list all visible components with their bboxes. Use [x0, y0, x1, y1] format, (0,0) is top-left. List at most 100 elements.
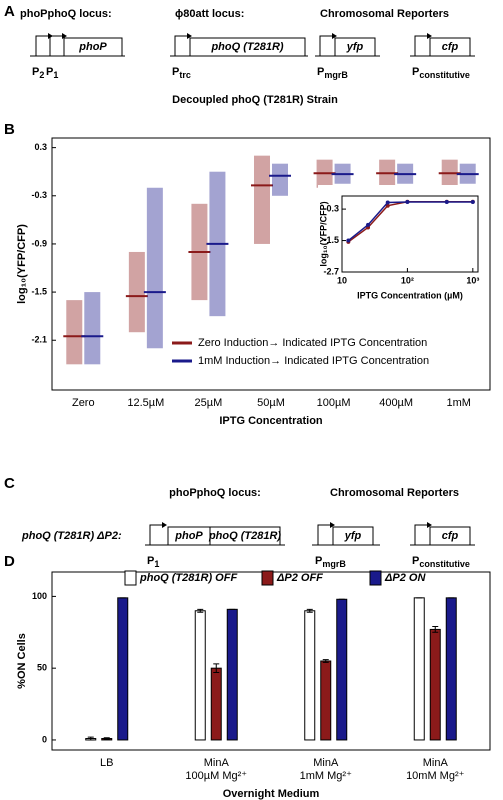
- promoter-sub: constitutive: [419, 70, 470, 80]
- promoter-arrow: [174, 35, 187, 56]
- gene-label: phoP: [174, 530, 203, 542]
- y-tick-label: 100: [32, 591, 47, 601]
- error-bar: [213, 663, 220, 673]
- y-tick-label: -2.1: [31, 335, 47, 345]
- legend-label: ΔP2 OFF: [276, 572, 323, 584]
- arrow-head: [162, 522, 167, 528]
- promoter-base: P: [46, 66, 53, 78]
- locus-label: phoPphoQ locus:: [20, 8, 112, 20]
- gene-label: cfp: [442, 530, 459, 542]
- promoter-label: Pconstitutive: [412, 66, 470, 80]
- gene-label: cfp: [442, 41, 459, 53]
- x-tick-label: Zero: [72, 397, 95, 409]
- promoter-sub: 1: [53, 70, 58, 80]
- point: [346, 238, 351, 243]
- arrow-head: [427, 522, 432, 528]
- promoter-sub: mgrB: [324, 70, 348, 80]
- gene-label: phoQ (T281R): [210, 41, 283, 53]
- point: [366, 222, 371, 227]
- promoter-label: P2: [32, 66, 44, 80]
- promoter-sub: 1: [154, 559, 159, 569]
- x-tick-label: 100µM: [317, 397, 351, 409]
- legend-label: phoQ (T281R) OFF: [139, 572, 237, 584]
- x-tick-label: MinA: [204, 757, 230, 769]
- arrow-head: [62, 33, 67, 39]
- bar: [320, 660, 332, 741]
- promoter-label: Pconstitutive: [412, 555, 470, 569]
- spread: [84, 292, 101, 365]
- panel-label: C: [4, 475, 15, 492]
- bar: [117, 597, 129, 741]
- bar: [226, 608, 238, 741]
- x-tick-label: 10mM Mg²⁺: [406, 770, 465, 782]
- gene-box: [334, 37, 376, 57]
- x-tick-label: 100µM Mg²⁺: [185, 770, 247, 782]
- gene-box: [63, 37, 123, 57]
- strain-label: phoQ (T281R) ΔP2:: [21, 530, 122, 542]
- error-bar: [103, 737, 110, 740]
- promoter-base: P: [315, 555, 322, 567]
- x-axis-title: Overnight Medium: [223, 788, 320, 800]
- promoter-base: P: [412, 66, 419, 78]
- error-bar: [322, 659, 329, 663]
- spread: [272, 163, 288, 196]
- gene-box: [209, 526, 281, 546]
- x-tick-label: 10: [337, 275, 347, 285]
- bar: [304, 610, 316, 741]
- promoter-sub: trc: [179, 70, 191, 80]
- bar: [210, 667, 222, 741]
- promoter-base: P: [147, 555, 154, 567]
- promoter-label: P1: [46, 66, 58, 80]
- x-tick-label: 400µM: [379, 397, 413, 409]
- inset-background: [318, 185, 488, 307]
- x-tick-label: LB: [100, 757, 113, 769]
- x-tick-label: 50µM: [257, 397, 285, 409]
- promoter-base: P: [32, 66, 39, 78]
- bar: [336, 598, 348, 741]
- bar: [429, 628, 441, 741]
- y-tick-label: 0: [42, 734, 47, 744]
- x-tick-label: 10³: [466, 275, 479, 285]
- line: [347, 201, 473, 242]
- x-tick-label: 25µM: [195, 397, 223, 409]
- point: [405, 200, 410, 205]
- point: [444, 200, 449, 205]
- y-tick-label: -1.5: [323, 235, 339, 245]
- promoter-base: P: [412, 555, 419, 567]
- y-tick-label: -0.3: [323, 203, 339, 213]
- panel-label: B: [4, 121, 15, 138]
- error-bar: [432, 626, 439, 633]
- promoter-base: P: [317, 66, 324, 78]
- legend-label: 1mM Induction→ Indicated IPTG Concentrat…: [198, 355, 429, 367]
- promoter-arrow: [414, 524, 427, 545]
- locus-label: Chromosomal Reporters: [330, 487, 459, 499]
- caption: Decoupled phoQ (T281R) Strain: [172, 94, 338, 106]
- inset-frame: [341, 195, 479, 273]
- y-axis-title: log₁₀(YFP/CFP): [318, 201, 328, 266]
- gene-label: yfp: [344, 530, 362, 542]
- legend-swatch: [124, 570, 137, 586]
- legend-label: Zero Induction→ Indicated IPTG Concentra…: [198, 337, 427, 349]
- promoter-label: PmgrB: [317, 66, 348, 80]
- promoter-arrow: [49, 35, 62, 56]
- legend-swatch: [369, 570, 382, 586]
- x-tick-label: 1mM: [446, 397, 470, 409]
- arrow-head: [187, 33, 192, 39]
- panel-label: D: [4, 553, 15, 570]
- locus-label: Chromosomal Reporters: [320, 8, 449, 20]
- promoter-arrow: [414, 35, 427, 56]
- y-tick-label: -1.5: [31, 286, 47, 296]
- spread: [254, 155, 270, 244]
- plot-frame: [51, 137, 491, 391]
- promoter-label: PmgrB: [315, 555, 346, 569]
- gene-label: phoQ (T281R): [208, 530, 281, 542]
- gene-label: yfp: [346, 41, 364, 53]
- gene-box: [189, 37, 306, 57]
- y-tick-label: 50: [37, 663, 47, 673]
- gene-label: phoP: [78, 41, 107, 53]
- spread: [128, 251, 145, 333]
- y-tick-label: -0.9: [31, 238, 47, 248]
- x-tick-label: 12.5µM: [127, 397, 164, 409]
- promoter-arrow: [319, 35, 332, 56]
